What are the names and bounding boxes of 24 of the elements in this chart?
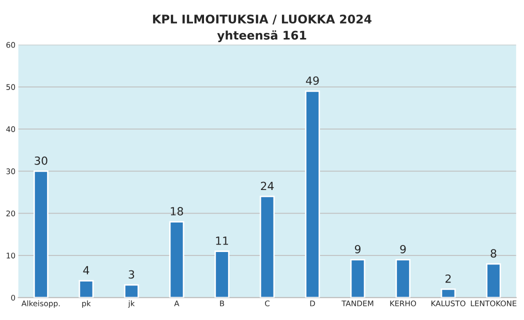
data-label: 4 (83, 266, 90, 274)
data-label: 8 (490, 249, 496, 258)
data-label: 30 (34, 156, 48, 165)
bar (124, 284, 139, 298)
data-label: 9 (400, 244, 406, 254)
data-label: 2 (446, 274, 451, 283)
chart-subtitle: yhteensä 161 (217, 30, 306, 42)
bar (260, 196, 275, 298)
data-label: 49 (306, 76, 319, 85)
data-label: 18 (170, 207, 184, 216)
bar (169, 221, 184, 298)
bar (33, 170, 48, 298)
bar (396, 258, 410, 298)
data-label: 3 (128, 270, 134, 279)
bar (305, 90, 320, 298)
data-label: 24 (260, 182, 274, 190)
bar (350, 258, 366, 298)
bar (440, 288, 456, 298)
chart-title: KPL ILMOITUKSIA / LUOKKA 2024 (153, 14, 372, 24)
bar (78, 280, 94, 298)
bar (214, 250, 230, 298)
data-label: 9 (354, 244, 361, 254)
data-label: 11 (216, 236, 228, 245)
bar (486, 263, 501, 298)
